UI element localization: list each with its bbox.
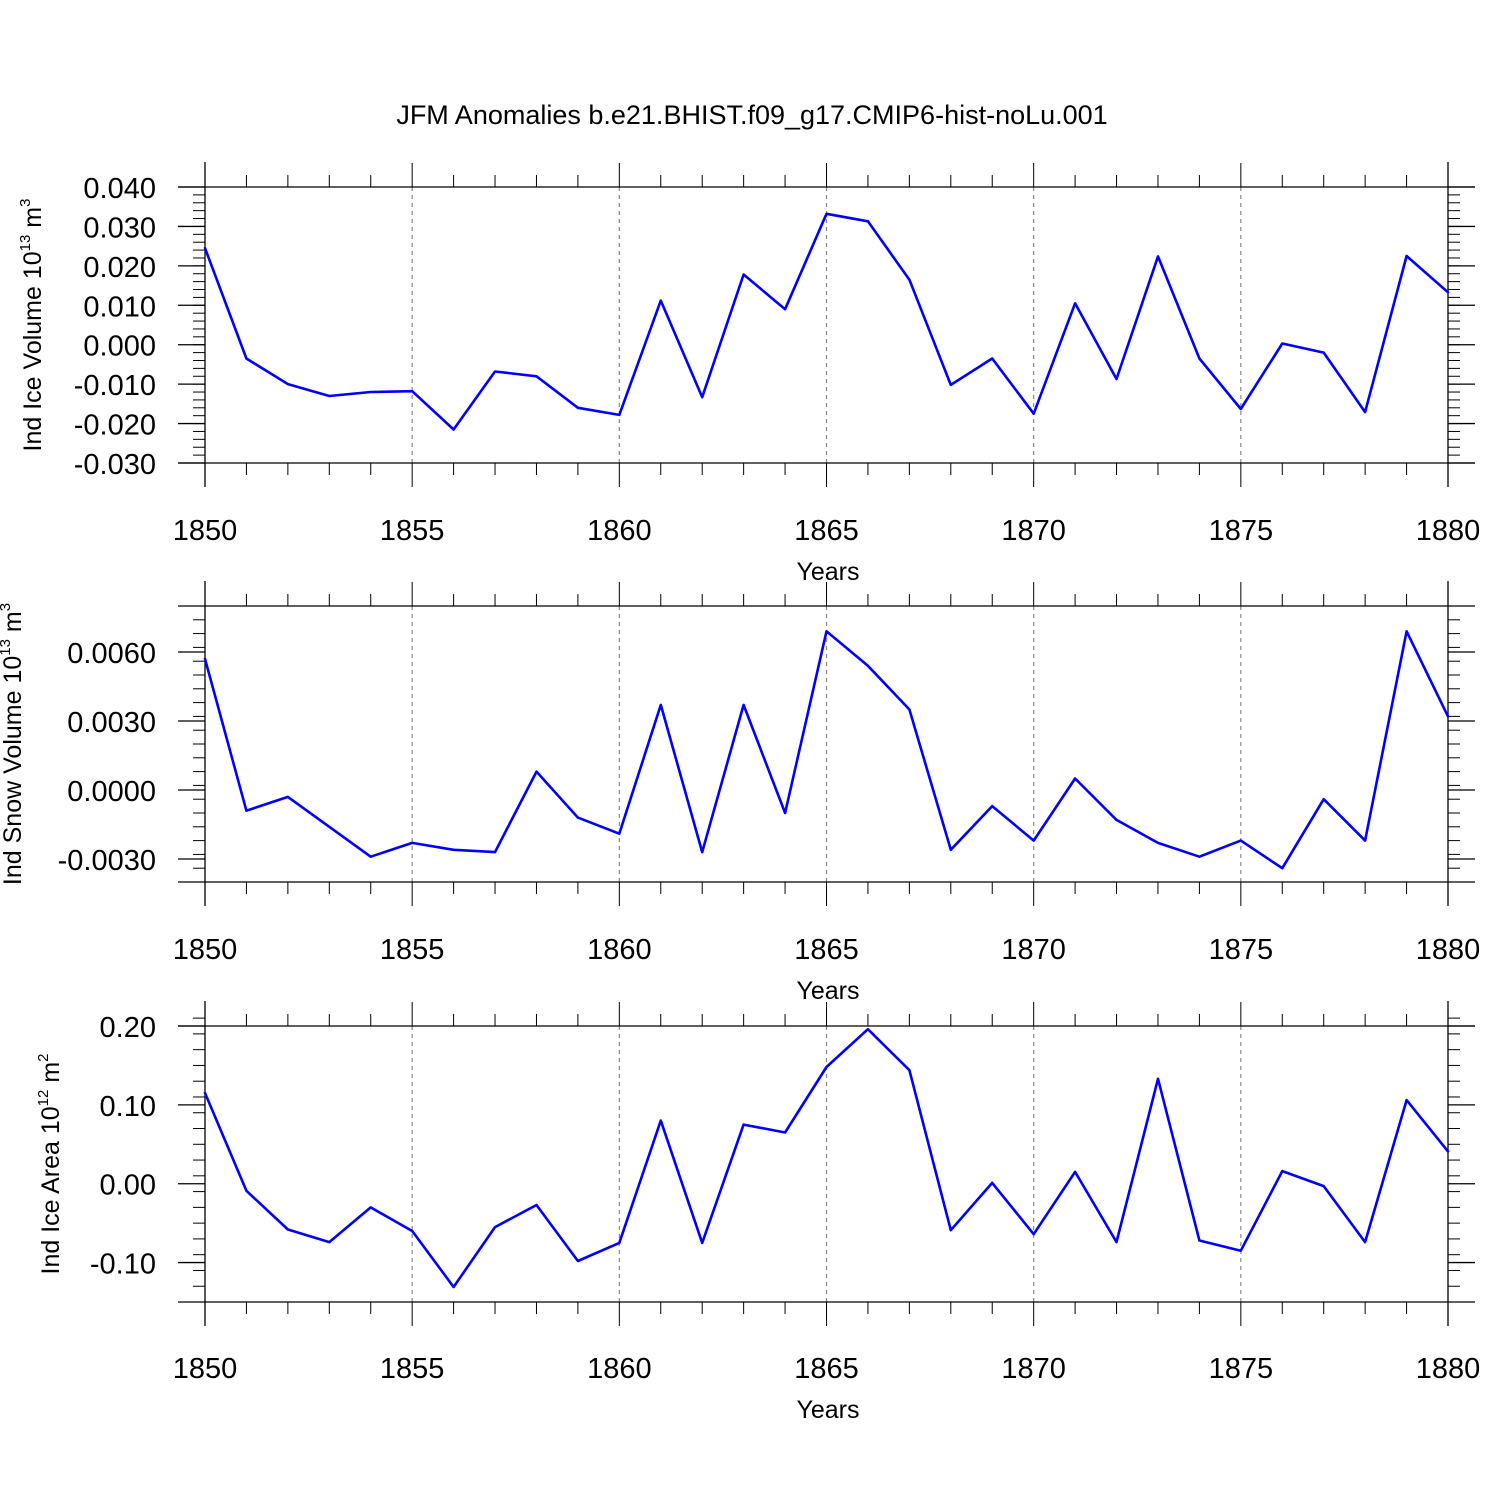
x-tick-label: 1880 [1416, 515, 1481, 547]
y-axis-label: Ind Ice Area 1012 m2 [35, 1054, 65, 1275]
panel-1: -0.030 -0.020 -0.010 0.000 0.010 0.020 0.030 0.… [17, 162, 1480, 586]
x-tick-label: 1880 [1416, 934, 1481, 966]
x-tick-label: 1860 [587, 515, 652, 547]
y-tick-label: 0.010 [83, 291, 156, 323]
y-tick-label: 0.00 [100, 1170, 156, 1202]
y-tick-label: -0.0030 [58, 845, 156, 877]
x-tick-label: 1865 [794, 515, 859, 547]
y-tick-label: 0.0030 [67, 707, 156, 739]
x-tick-label: 1875 [1209, 934, 1274, 966]
y-tick-label: -0.10 [90, 1249, 156, 1281]
x-tick-label: 1870 [1001, 1353, 1066, 1385]
series-line [203, 629, 1450, 870]
figure-title: JFM Anomalies b.e21.BHIST.f09_g17.CMIP6-… [396, 100, 1107, 130]
y-axis-label: Ind Snow Volume 1013 m3 [0, 603, 27, 885]
series-line [203, 212, 1450, 431]
y-tick-label: -0.020 [74, 410, 156, 442]
x-tick-label: 1860 [587, 1353, 652, 1385]
y-tick-label: 0.20 [100, 1012, 156, 1044]
y-tick-label: 0.10 [100, 1091, 156, 1123]
x-tick-label: 1875 [1209, 1353, 1274, 1385]
x-tick-label: 1850 [173, 515, 238, 547]
x-tick-label: 1850 [173, 1353, 238, 1385]
x-tick-label: 1880 [1416, 1353, 1481, 1385]
y-tick-label: 0.030 [83, 212, 156, 244]
y-tick-label: -0.010 [74, 370, 156, 402]
y-tick-label: 0.040 [83, 173, 156, 205]
x-tick-label: 1855 [380, 1353, 445, 1385]
y-tick-label: 0.0060 [67, 638, 156, 670]
panel-3: -0.10 0.00 0.10 0.20 1850 1855 1860 1865 1870 187… [35, 1001, 1480, 1424]
panels: -0.030 -0.020 -0.010 0.000 0.010 0.020 0.030 0.… [0, 162, 1480, 1424]
x-axis-label: Years [796, 977, 859, 1005]
x-tick-label: 1865 [794, 934, 859, 966]
y-axis-label: Ind Ice Volume 1013 m3 [17, 199, 47, 452]
y-tick-label: 0.000 [83, 331, 156, 363]
x-tick-label: 1855 [380, 515, 445, 547]
x-tick-label: 1850 [173, 934, 238, 966]
x-tick-label: 1875 [1209, 515, 1274, 547]
x-tick-label: 1860 [587, 934, 652, 966]
x-tick-label: 1870 [1001, 515, 1066, 547]
y-tick-label: 0.0000 [67, 776, 156, 808]
x-tick-label: 1870 [1001, 934, 1066, 966]
y-tick-label: 0.020 [83, 252, 156, 284]
x-axis-label: Years [796, 1396, 859, 1424]
x-axis-label: Years [796, 558, 859, 586]
panel-2: -0.0030 0.0000 0.0030 0.0060 1850 1855 1860 186… [0, 581, 1480, 1005]
x-tick-label: 1855 [380, 934, 445, 966]
y-tick-label: -0.030 [74, 449, 156, 481]
series-line [203, 1027, 1450, 1289]
x-tick-label: 1865 [794, 1353, 859, 1385]
